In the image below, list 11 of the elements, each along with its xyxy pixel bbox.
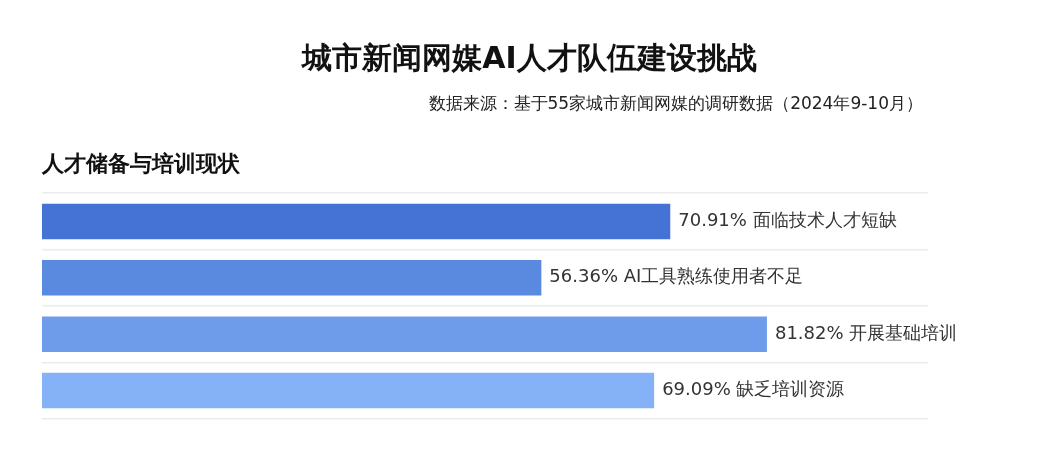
source-note: 数据来源：基于55家城市新闻网媒的调研数据（2024年9-10月） — [428, 92, 923, 115]
data-label: 69.09% 缺乏培训资源 — [662, 378, 845, 400]
bar — [42, 372, 655, 409]
bar — [42, 316, 767, 352]
data-label: 56.36% AI工具熟练使用者不足 — [549, 265, 804, 287]
chart-subtitle: 人才储备与培训现状 — [42, 150, 240, 178]
bar — [42, 203, 671, 240]
data-label: 70.91% 面临技术人才短缺 — [678, 209, 897, 231]
chart-title: 城市新闻网媒AI人才队伍建设挑战 — [300, 39, 758, 77]
data-label: 81.82% 开展基础培训 — [774, 321, 958, 343]
bar — [42, 260, 542, 296]
